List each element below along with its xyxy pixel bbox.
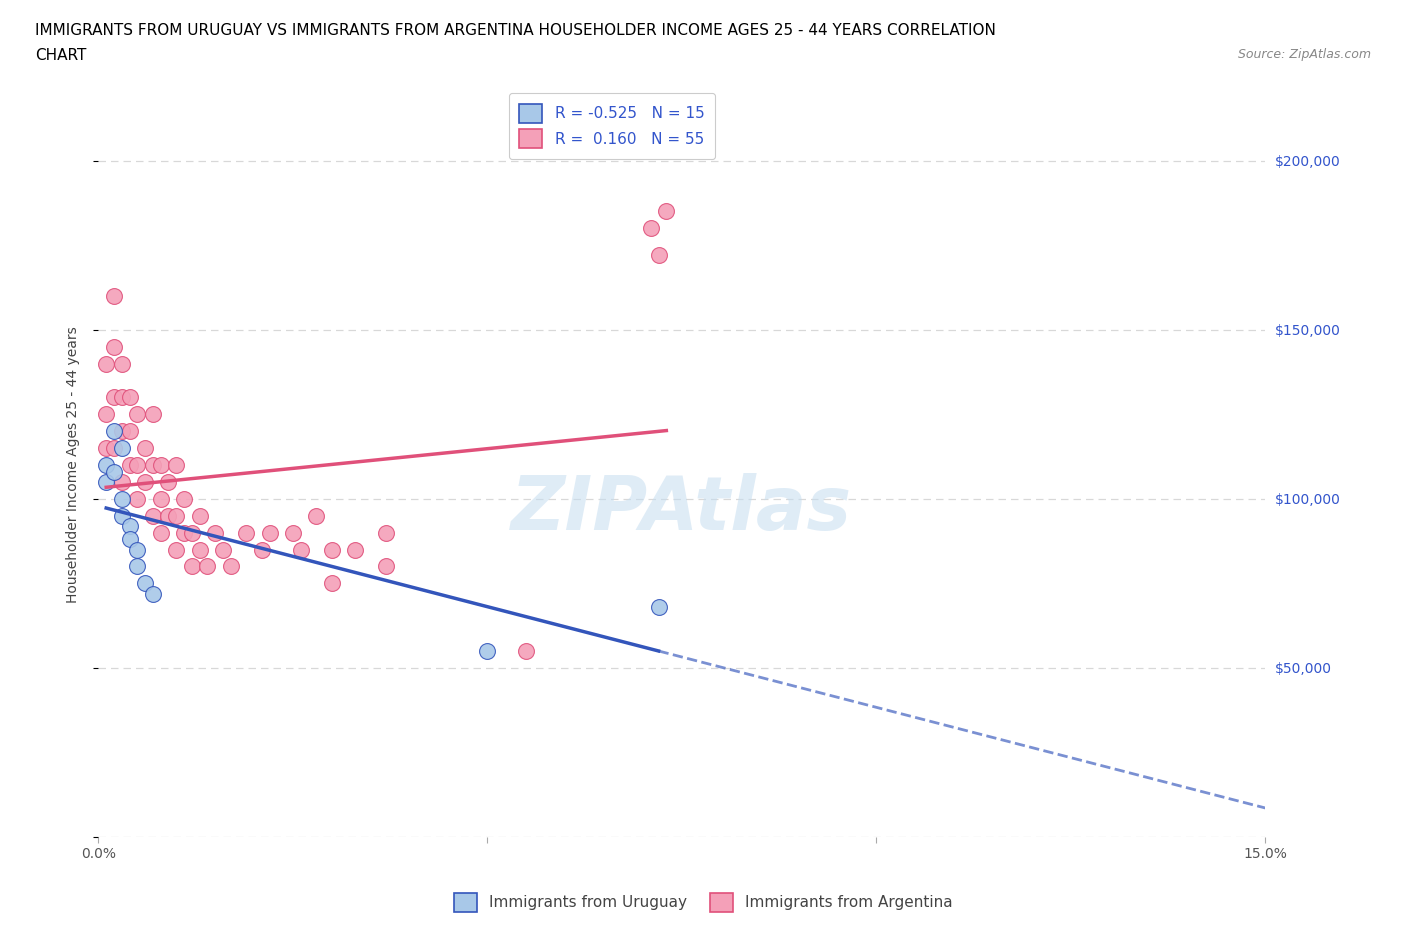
Point [111,474,134,489]
Point [142,586,165,601]
Y-axis label: Householder Income Ages 25 - 44 years: Householder Income Ages 25 - 44 years [66,326,80,604]
Point [165,509,187,524]
Point [118,458,141,472]
Point [127,458,149,472]
Point [647,600,669,615]
Point [149,458,172,472]
Point [157,474,180,489]
Point [640,220,662,235]
Point [173,525,195,540]
Point [142,406,165,421]
Point [305,509,328,524]
Point [103,288,125,303]
Point [118,424,141,439]
Point [235,525,257,540]
Point [180,525,202,540]
Point [477,644,499,658]
Text: Source: ZipAtlas.com: Source: ZipAtlas.com [1237,48,1371,61]
Point [180,559,202,574]
Point [96,441,118,456]
Point [344,542,367,557]
Point [165,458,187,472]
Point [103,424,125,439]
Point [188,542,211,557]
Point [219,559,242,574]
Legend: R = -0.525   N = 15, R =  0.160   N = 55: R = -0.525 N = 15, R = 0.160 N = 55 [509,93,716,159]
Point [96,406,118,421]
Point [149,525,172,540]
Point [118,390,141,405]
Point [281,525,304,540]
Point [188,509,211,524]
Point [127,491,149,506]
Point [134,441,156,456]
Text: CHART: CHART [35,48,87,63]
Point [118,532,141,547]
Point [96,356,118,371]
Point [173,491,195,506]
Point [321,542,343,557]
Point [111,509,134,524]
Point [142,509,165,524]
Text: ZIPAtlas: ZIPAtlas [512,473,852,546]
Point [96,458,118,472]
Point [111,441,134,456]
Point [157,509,180,524]
Point [250,542,273,557]
Point [290,542,312,557]
Point [195,559,218,574]
Point [127,406,149,421]
Point [96,474,118,489]
Point [111,390,134,405]
Point [118,518,141,533]
Point [165,542,187,557]
Point [103,390,125,405]
Legend: Immigrants from Uruguay, Immigrants from Argentina: Immigrants from Uruguay, Immigrants from… [447,887,959,918]
Point [321,576,343,591]
Point [127,542,149,557]
Point [212,542,235,557]
Point [111,424,134,439]
Point [134,576,156,591]
Point [259,525,281,540]
Point [111,491,134,506]
Point [375,559,398,574]
Point [103,464,125,479]
Point [103,441,125,456]
Point [111,356,134,371]
Point [142,458,165,472]
Point [375,525,398,540]
Point [515,644,537,658]
Point [149,491,172,506]
Point [134,474,156,489]
Point [204,525,226,540]
Text: IMMIGRANTS FROM URUGUAY VS IMMIGRANTS FROM ARGENTINA HOUSEHOLDER INCOME AGES 25 : IMMIGRANTS FROM URUGUAY VS IMMIGRANTS FR… [35,23,995,38]
Point [655,204,678,219]
Point [127,559,149,574]
Point [103,339,125,354]
Point [647,248,669,263]
